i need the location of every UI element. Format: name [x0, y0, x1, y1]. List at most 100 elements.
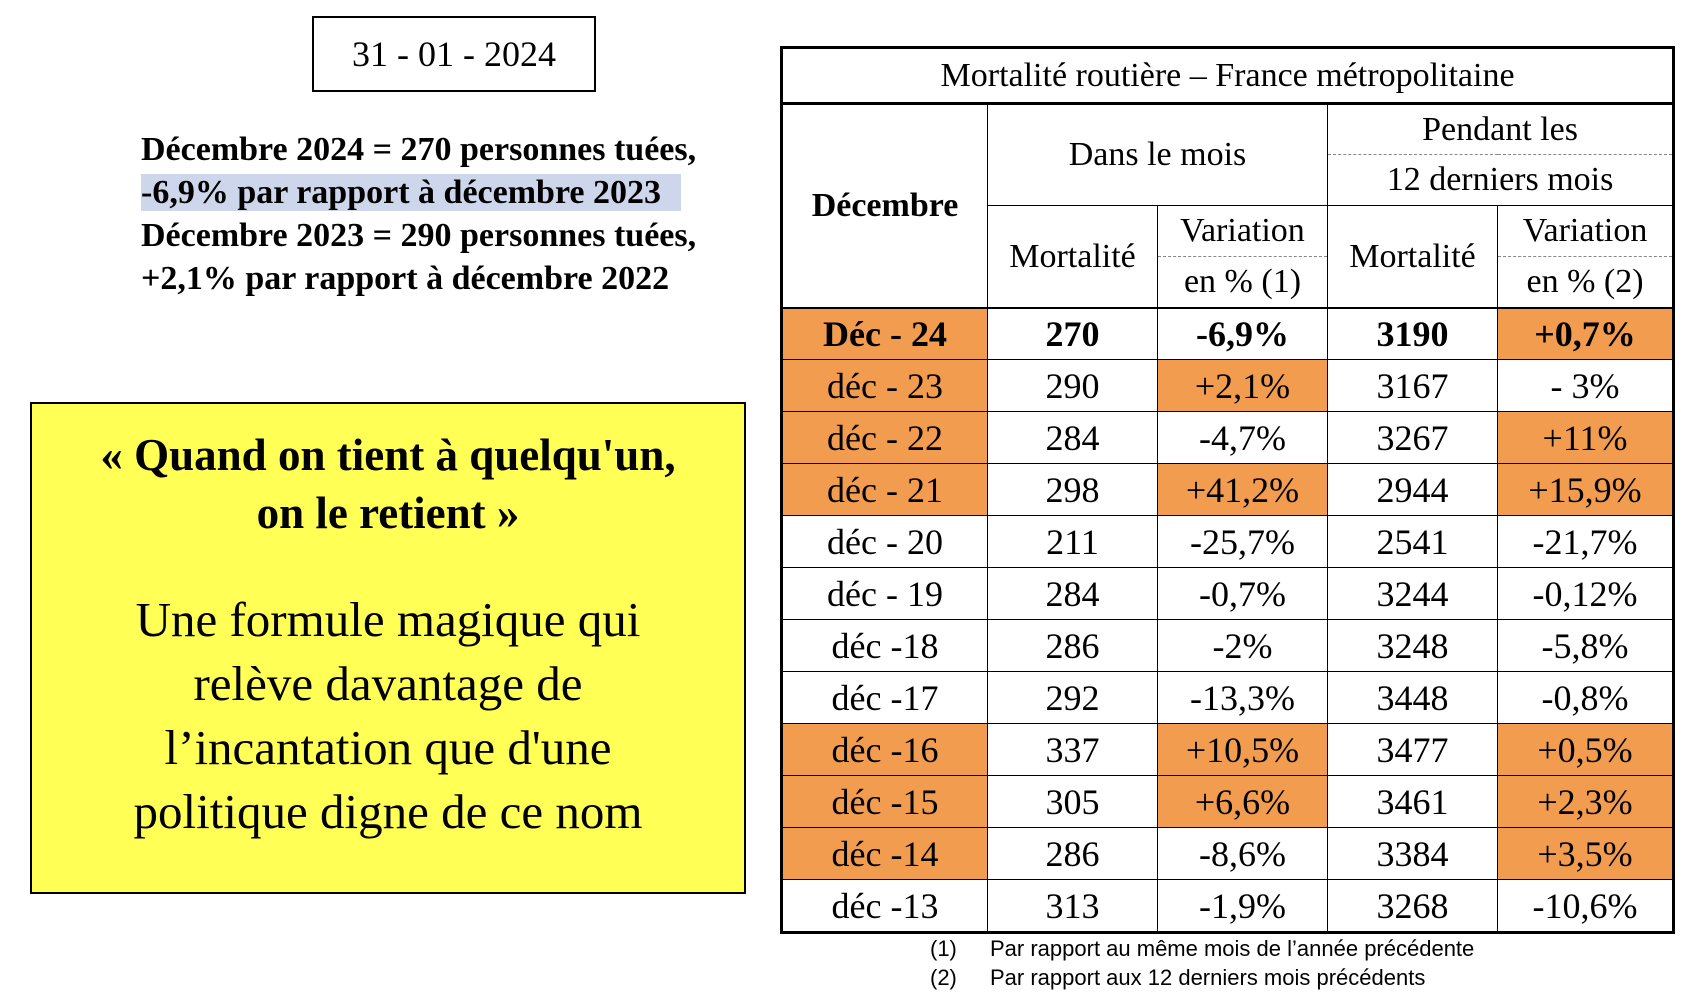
mortality-12-months-cell: 3248 — [1327, 619, 1498, 672]
table-row: déc - 22 284 -4,7% 3267 +11% — [781, 411, 1675, 464]
mortality-month-cell: 298 — [987, 463, 1158, 516]
column-header-decembre: Décembre — [781, 103, 988, 309]
mortality-12-months-cell: 3190 — [1327, 307, 1498, 360]
footnote: (2) Par rapport aux 12 derniers mois préc… — [930, 963, 1474, 992]
footnote-text: Par rapport au même mois de l’année préc… — [990, 936, 1475, 961]
row-label: déc -16 — [781, 723, 988, 776]
commentary-line: l’incantation que d'une — [164, 720, 612, 775]
mortality-12-months-cell: 3268 — [1327, 879, 1498, 933]
variation-12-months-cell: +15,9% — [1496, 463, 1675, 516]
mortality-month-cell: 313 — [987, 879, 1158, 933]
group-header-12-months-line1: Pendant les — [1326, 103, 1675, 155]
row-label: déc - 22 — [781, 411, 988, 464]
mortality-month-cell: 305 — [987, 775, 1158, 828]
row-label: déc - 19 — [781, 567, 988, 620]
column-header-mortalite-12: Mortalité — [1327, 205, 1498, 309]
quote-line-1: « Quand on tient à quelqu'un, — [100, 430, 676, 480]
row-label: déc - 23 — [781, 359, 988, 412]
footnote-number: (2) — [930, 965, 957, 990]
variation-12-months-cell: -21,7% — [1496, 515, 1675, 568]
mortality-12-months-cell: 3477 — [1327, 723, 1498, 776]
mortality-12-months-cell: 3384 — [1327, 827, 1498, 880]
mortality-12-months-cell: 3448 — [1327, 671, 1498, 724]
variation-12-months-cell: +0,7% — [1496, 307, 1675, 360]
variation-12-months-cell: -10,6% — [1496, 879, 1675, 933]
row-label: déc - 20 — [781, 515, 988, 568]
mortality-month-cell: 284 — [987, 411, 1158, 464]
mortality-12-months-cell: 2944 — [1327, 463, 1498, 516]
variation-month-cell: -8,6% — [1157, 827, 1328, 880]
table-row: Déc - 24 270 -6,9% 3190 +0,7% — [781, 307, 1675, 360]
mortality-12-months-cell: 3267 — [1327, 411, 1498, 464]
variation-12-months-cell: +3,5% — [1496, 827, 1675, 880]
date-box: 31 - 01 - 2024 — [312, 16, 596, 92]
variation-month-cell: +41,2% — [1157, 463, 1328, 516]
mortality-12-months-cell: 2541 — [1327, 515, 1498, 568]
column-header-mortalite-month: Mortalité — [987, 205, 1158, 309]
row-label: déc -18 — [781, 619, 988, 672]
table-row: déc -15 305 +6,6% 3461 +2,3% — [781, 775, 1675, 828]
variation-month-cell: +10,5% — [1157, 723, 1328, 776]
column-header-variation-month-unit: en % (1) — [1157, 256, 1328, 309]
row-label: déc -14 — [781, 827, 988, 880]
mortality-month-cell: 211 — [987, 515, 1158, 568]
group-header-12-months-line2: 12 derniers mois — [1326, 154, 1675, 206]
mortality-12-months-cell: 3167 — [1327, 359, 1498, 412]
summary-line-3: Décembre 2023 = 290 personnes tuées, — [141, 217, 697, 254]
column-header-variation-month: Variation — [1157, 205, 1328, 257]
column-header-variation-12: Variation — [1496, 205, 1675, 257]
table-row: déc - 23 290 +2,1% 3167- 3% — [781, 359, 1675, 412]
quote-line-2: on le retient » — [256, 488, 520, 538]
variation-month-cell: +6,6% — [1157, 775, 1328, 828]
table-row: déc - 21 298 +41,2% 2944 +15,9% — [781, 463, 1675, 516]
row-label: déc -15 — [781, 775, 988, 828]
table-row: déc -18 286 -2% 3248 -5,8% — [781, 619, 1675, 672]
variation-12-months-cell: +2,3% — [1496, 775, 1675, 828]
variation-12-months-cell: +11% — [1496, 411, 1675, 464]
table-row: déc -17 292 -13,3% 3448 -0,8% — [781, 671, 1675, 724]
mortality-12-months-cell: 3461 — [1327, 775, 1498, 828]
table-title: Mortalité routière – France métropolitai… — [780, 47, 1675, 105]
table-row: déc -16 337 +10,5% 3477 +0,5% — [781, 723, 1675, 776]
table-row: déc -14 286 -8,6% 3384 +3,5% — [781, 827, 1675, 880]
variation-12-months-cell: -5,8% — [1496, 619, 1675, 672]
variation-month-cell: -25,7% — [1157, 515, 1328, 568]
mortality-12-months-cell: 3244 — [1327, 567, 1498, 620]
summary-line-1: Décembre 2024 = 270 personnes tuées, — [141, 131, 697, 168]
row-label: déc -13 — [781, 879, 988, 933]
variation-12-months-cell: -0,8% — [1496, 671, 1675, 724]
variation-month-cell: -13,3% — [1157, 671, 1328, 724]
variation-month-cell: -2% — [1157, 619, 1328, 672]
mortality-month-cell: 286 — [987, 827, 1158, 880]
summary-line-2-highlighted: -6,9% par rapport à décembre 2023 — [141, 174, 682, 211]
commentary-line: Une formule magique qui — [135, 592, 641, 647]
variation-12-months-cell: - 3% — [1496, 359, 1675, 412]
variation-month-cell: -1,9% — [1157, 879, 1328, 933]
mortality-table: Mortalité routière – France métropolitai… — [780, 46, 1676, 934]
group-header-month: Dans le mois — [987, 103, 1328, 206]
row-label: déc -17 — [781, 671, 988, 724]
table-row: déc -13 313 -1,9% 3268 -10,6% — [781, 879, 1675, 933]
mortality-month-cell: 286 — [987, 619, 1158, 672]
variation-month-cell: -4,7% — [1157, 411, 1328, 464]
table-row: déc - 20 211 -25,7% 2541 -21,7% — [781, 515, 1675, 568]
footnotes: (1) Par rapport au même mois de l’année p… — [930, 934, 1474, 992]
summary-block: Décembre 2024 = 270 personnes tuées, -6,… — [141, 128, 761, 300]
row-label: déc - 21 — [781, 463, 988, 516]
variation-12-months-cell: -0,12% — [1496, 567, 1675, 620]
table-body: Déc - 24 270 -6,9% 3190 +0,7% déc - 23 290 +2,1… — [781, 307, 1675, 933]
mortality-month-cell: 284 — [987, 567, 1158, 620]
quote: « Quand on tient à quelqu'un, on le reti… — [32, 426, 744, 542]
column-header-variation-12-unit: en % (2) — [1496, 256, 1675, 309]
variation-month-cell: -0,7% — [1157, 567, 1328, 620]
mortality-month-cell: 337 — [987, 723, 1158, 776]
mortality-month-cell: 290 — [987, 359, 1158, 412]
quote-commentary: Une formule magique qui relève davantage… — [32, 588, 744, 844]
mortality-month-cell: 292 — [987, 671, 1158, 724]
summary-line-4: +2,1% par rapport à décembre 2022 — [141, 260, 670, 297]
footnote-number: (1) — [930, 936, 957, 961]
commentary-line: politique digne de ce nom — [133, 784, 643, 839]
mortality-month-cell: 270 — [987, 307, 1158, 360]
footnote-text: Par rapport aux 12 derniers mois précéde… — [990, 965, 1426, 990]
row-label: Déc - 24 — [781, 307, 988, 360]
